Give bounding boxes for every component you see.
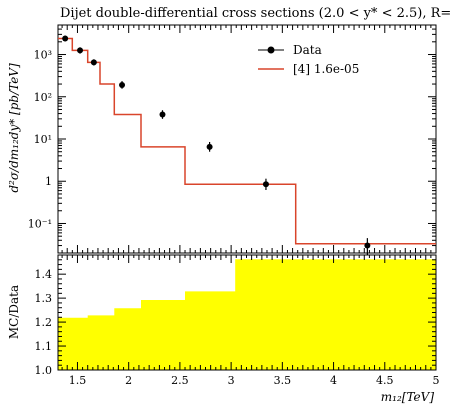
ratio-y-label: MC/Data [7, 285, 21, 339]
main-panel: 10⁻¹ 1 10¹ 10² 10³ d²σ/dm₁₂dy* [pb/TeV] Data… [7, 24, 437, 255]
main-frame [57, 24, 437, 254]
ratio-y-tick-label: 1.1 [35, 340, 53, 353]
main-y-tick-label: 1 [45, 175, 52, 188]
legend: Data [4] 1.6e-05 [258, 43, 359, 76]
x-tick-label: 3 [228, 374, 235, 387]
ratio-band [58, 259, 436, 370]
main-y-tick-label: 10³ [34, 49, 52, 62]
x-tick-label: 1.5 [69, 374, 87, 387]
x-tick-label: 2 [125, 374, 132, 387]
x-tick-label: 4 [330, 374, 337, 387]
main-y-tick-label: 10² [34, 91, 52, 104]
mc-step-line [58, 37, 436, 245]
legend-data-label: Data [293, 43, 322, 57]
ratio-panel: 1.0 1.1 1.2 1.3 1.4 1.5 2 2.5 3 3.5 4 4.5 5 MC/Data… [7, 254, 440, 404]
ratio-y-tick-label: 1.4 [35, 268, 53, 281]
data-point [206, 143, 213, 150]
chart-title: Dijet double-differential cross sections… [60, 6, 450, 21]
main-y-tick-label: 10⁻¹ [28, 217, 52, 230]
legend-data-marker [267, 46, 275, 54]
data-point [62, 35, 69, 42]
data-point [90, 59, 97, 66]
data-point [364, 242, 371, 249]
data-point [262, 181, 269, 188]
data-points [62, 35, 371, 255]
main-y-ticks: 10⁻¹ 1 10¹ 10² 10³ [28, 24, 436, 254]
main-x-ticks [61, 25, 437, 253]
x-tick-label: 2.5 [171, 374, 189, 387]
data-point [119, 81, 126, 88]
main-y-tick-label: 10¹ [34, 133, 52, 146]
data-point [159, 111, 166, 118]
ratio-y-ticks: 1.0 1.1 1.2 1.3 1.4 [35, 254, 436, 377]
x-tick-label: 5 [433, 374, 440, 387]
ratio-x-ticks: 1.5 2 2.5 3 3.5 4 4.5 5 [61, 255, 440, 387]
main-y-label: d²σ/dm₁₂dy* [pb/TeV] [7, 63, 21, 193]
ratio-y-tick-label: 1.2 [35, 316, 53, 329]
ratio-y-tick-label: 1.0 [35, 364, 53, 377]
x-tick-label: 4.5 [376, 374, 394, 387]
legend-mc-label: [4] 1.6e-05 [293, 62, 359, 76]
x-axis-label: m₁₂[TeV] [381, 390, 435, 404]
x-tick-label: 3.5 [274, 374, 292, 387]
ratio-y-tick-label: 1.3 [35, 292, 53, 305]
data-point [77, 47, 84, 54]
